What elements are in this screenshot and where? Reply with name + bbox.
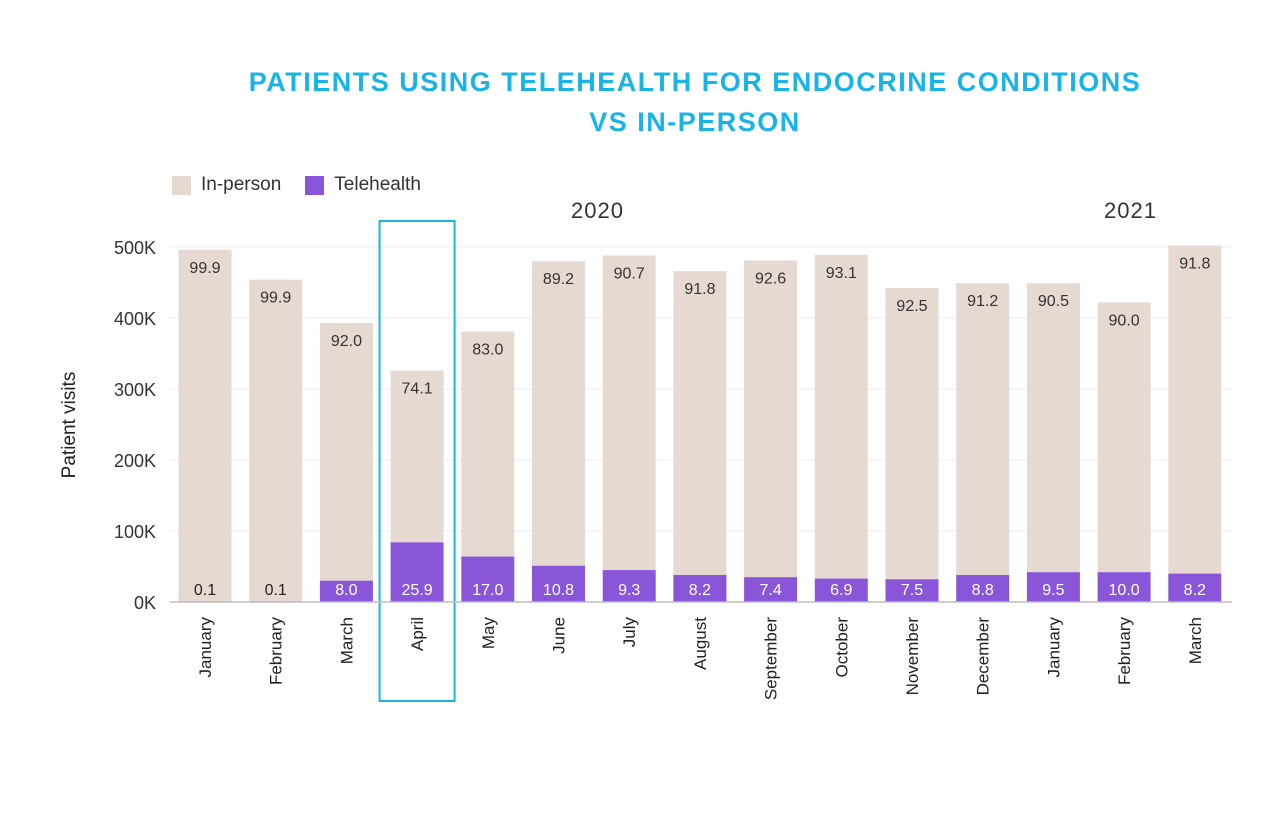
legend-swatch-telehealth [305, 175, 325, 195]
bar-telehealth-5 [532, 565, 585, 602]
data-label-telehealth-12: 9.5 [1042, 582, 1064, 599]
x-tick-label-12: January [1044, 617, 1063, 678]
y-tick-label-4: 400K [114, 309, 156, 329]
data-label-telehealth-10: 7.5 [901, 582, 923, 599]
data-label-in-person-1: 99.9 [260, 290, 291, 307]
bar-in-person-9 [814, 254, 868, 579]
data-label-in-person-14: 91.8 [1179, 256, 1210, 273]
legend-item-telehealth: Telehealth [305, 174, 421, 196]
y-tick-label-3: 300K [114, 380, 156, 400]
bar-telehealth-2 [319, 580, 373, 602]
y-tick-label-1: 100K [114, 522, 156, 542]
data-label-in-person-2: 92.0 [331, 333, 362, 350]
bar-telehealth-12 [1026, 572, 1080, 602]
data-label-telehealth-5: 10.8 [543, 582, 574, 599]
chart-legend: In-person Telehealth [172, 174, 445, 196]
x-tick-label-5: June [550, 617, 569, 654]
bar-telehealth-14 [1168, 573, 1222, 602]
data-label-in-person-9: 93.1 [826, 265, 857, 282]
x-tick-label-6: July [620, 617, 639, 648]
bar-telehealth-13 [1097, 572, 1151, 602]
data-label-telehealth-4: 17.0 [472, 582, 503, 599]
bar-in-person-13 [1097, 302, 1151, 573]
data-label-in-person-13: 90.0 [1109, 312, 1140, 329]
data-label-in-person-8: 92.6 [755, 270, 786, 287]
bar-in-person-10 [885, 288, 939, 580]
data-label-telehealth-2: 8.0 [335, 582, 357, 599]
bar-in-person-6 [602, 255, 656, 571]
data-label-in-person-12: 90.5 [1038, 293, 1069, 310]
x-tick-label-1: February [267, 617, 286, 686]
data-label-in-person-7: 91.8 [684, 281, 715, 298]
data-label-in-person-10: 92.5 [896, 298, 927, 315]
data-label-telehealth-13: 10.0 [1109, 582, 1140, 599]
bar-telehealth-10 [885, 579, 939, 602]
bar-telehealth-8 [744, 577, 798, 602]
x-tick-label-4: May [479, 617, 498, 650]
bar-in-person-5 [532, 261, 585, 566]
x-tick-label-8: September [762, 617, 781, 700]
bar-in-person-14 [1168, 245, 1222, 574]
year-label-2020: 2020 [571, 198, 624, 223]
x-tick-label-13: February [1115, 617, 1134, 686]
data-label-in-person-5: 89.2 [543, 271, 574, 288]
legend-swatch-in-person [172, 175, 191, 195]
bar-in-person-12 [1026, 283, 1080, 573]
chart-title-line-2: VS IN-PERSON [589, 107, 801, 137]
data-label-telehealth-7: 8.2 [689, 582, 711, 599]
data-label-telehealth-14: 8.2 [1184, 582, 1206, 599]
highlight-box-april [378, 220, 456, 702]
bar-telehealth-4 [461, 556, 515, 602]
bar-in-person-11 [956, 283, 1010, 576]
bar-telehealth-11 [956, 575, 1010, 602]
chart-title-line-1: PATIENTS USING TELEHEALTH FOR ENDOCRINE … [248, 67, 1142, 97]
y-tick-label-2: 200K [114, 451, 156, 471]
legend-label-telehealth: Telehealth [334, 174, 421, 195]
bar-telehealth-9 [814, 578, 868, 602]
data-label-telehealth-8: 7.4 [759, 582, 781, 599]
legend-item-in-person: In-person [172, 174, 281, 196]
x-tick-label-10: November [903, 617, 922, 696]
bar-in-person-3 [390, 370, 444, 543]
bar-in-person-8 [744, 260, 798, 578]
data-label-telehealth-6: 9.3 [618, 582, 640, 599]
year-label-2021: 2021 [1104, 198, 1157, 223]
bar-in-person-7 [673, 271, 727, 576]
data-label-in-person-4: 83.0 [472, 341, 503, 358]
data-label-telehealth-3: 25.9 [402, 582, 433, 599]
data-label-in-person-6: 90.7 [614, 266, 645, 283]
x-tick-label-14: March [1186, 617, 1205, 664]
x-tick-label-2: March [337, 617, 356, 664]
x-tick-label-3: April [408, 617, 427, 651]
chart-title: PATIENTS USING TELEHEALTH FOR ENDOCRINE … [0, 62, 1276, 142]
bar-in-person-0 [178, 249, 232, 602]
bar-telehealth-3 [390, 542, 444, 602]
bar-in-person-4 [461, 331, 515, 557]
data-label-telehealth-9: 6.9 [830, 582, 852, 599]
legend-label-in-person: In-person [201, 174, 282, 195]
x-tick-label-0: January [196, 617, 215, 678]
data-label-telehealth-11: 8.8 [972, 582, 994, 599]
data-label-in-person-11: 91.2 [967, 293, 998, 310]
bar-in-person-1 [249, 279, 303, 602]
data-label-in-person-3: 74.1 [402, 381, 433, 398]
x-tick-label-11: December [974, 617, 993, 696]
x-tick-label-7: August [691, 617, 710, 670]
bar-telehealth-6 [602, 570, 656, 602]
y-tick-label-5: 500K [114, 238, 156, 258]
y-tick-label-0: 0K [134, 593, 156, 613]
data-label-telehealth-0: 0.1 [194, 582, 216, 599]
bar-telehealth-7 [673, 575, 727, 602]
bar-in-person-2 [319, 322, 373, 581]
data-label-telehealth-1: 0.1 [265, 582, 287, 599]
data-label-in-person-0: 99.9 [189, 260, 220, 277]
x-tick-label-9: October [832, 617, 851, 678]
